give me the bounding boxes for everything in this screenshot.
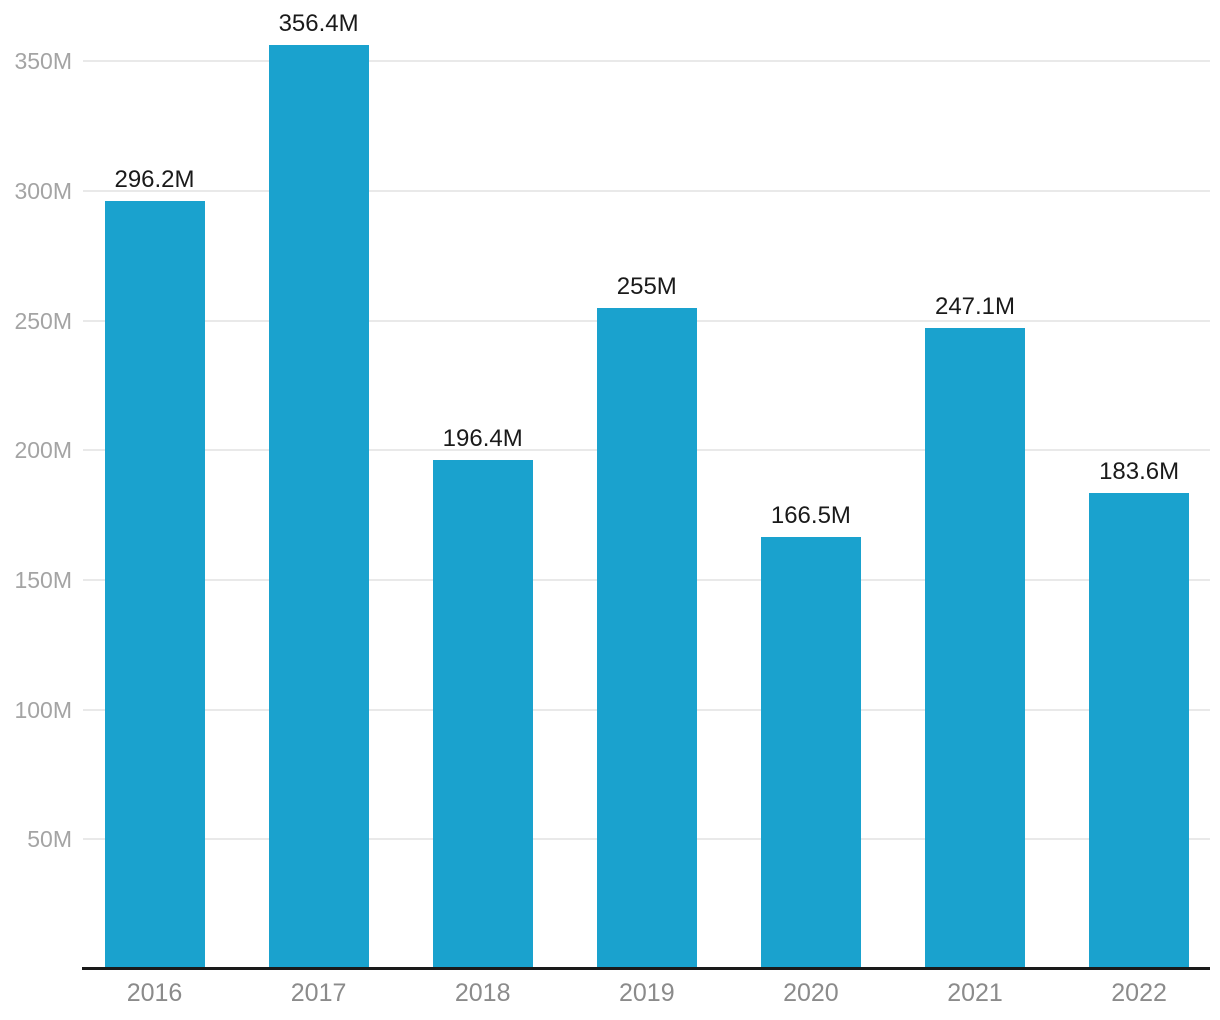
bar-value-label-2016: 296.2M (114, 165, 195, 193)
x-tick-label-2017: 2017 (290, 979, 347, 1007)
y-tick-label-300M: 300M (14, 178, 72, 205)
bar-value-label-2019: 255M (616, 272, 677, 300)
x-axis-line (82, 967, 1210, 970)
x-tick-label-2020: 2020 (783, 979, 839, 1007)
bar-2021[interactable] (925, 328, 1025, 969)
gridline-300M (83, 190, 1210, 193)
x-tick-label-2016: 2016 (126, 979, 183, 1007)
bar-2022[interactable] (1089, 492, 1190, 969)
bar-2017[interactable] (268, 44, 369, 969)
gridline-350M (83, 60, 1210, 63)
y-tick-label-200M: 200M (14, 437, 72, 464)
bar-2019[interactable] (596, 307, 697, 969)
bar-value-label-2021: 247.1M (934, 293, 1016, 321)
bar-2018[interactable] (432, 459, 533, 969)
x-tick-label-2021: 2021 (947, 979, 1003, 1007)
bar-value-label-2020: 166.5M (770, 502, 851, 530)
bar-value-label-2018: 196.4M (442, 424, 523, 452)
y-tick-label-50M: 50M (27, 826, 72, 853)
x-tick-label-2019: 2019 (618, 979, 675, 1007)
bar-2016[interactable] (104, 200, 205, 969)
x-tick-label-2018: 2018 (454, 979, 511, 1007)
x-tick-label-2022: 2022 (1111, 979, 1167, 1007)
bar-value-label-2017: 356.4M (278, 9, 359, 37)
y-tick-label-250M: 250M (14, 307, 72, 334)
y-tick-label-150M: 150M (14, 567, 72, 594)
y-tick-label-100M: 100M (14, 696, 72, 723)
bar-value-label-2022: 183.6M (1099, 457, 1180, 485)
bar-2020[interactable] (760, 537, 861, 969)
y-tick-label-350M: 350M (14, 48, 72, 75)
